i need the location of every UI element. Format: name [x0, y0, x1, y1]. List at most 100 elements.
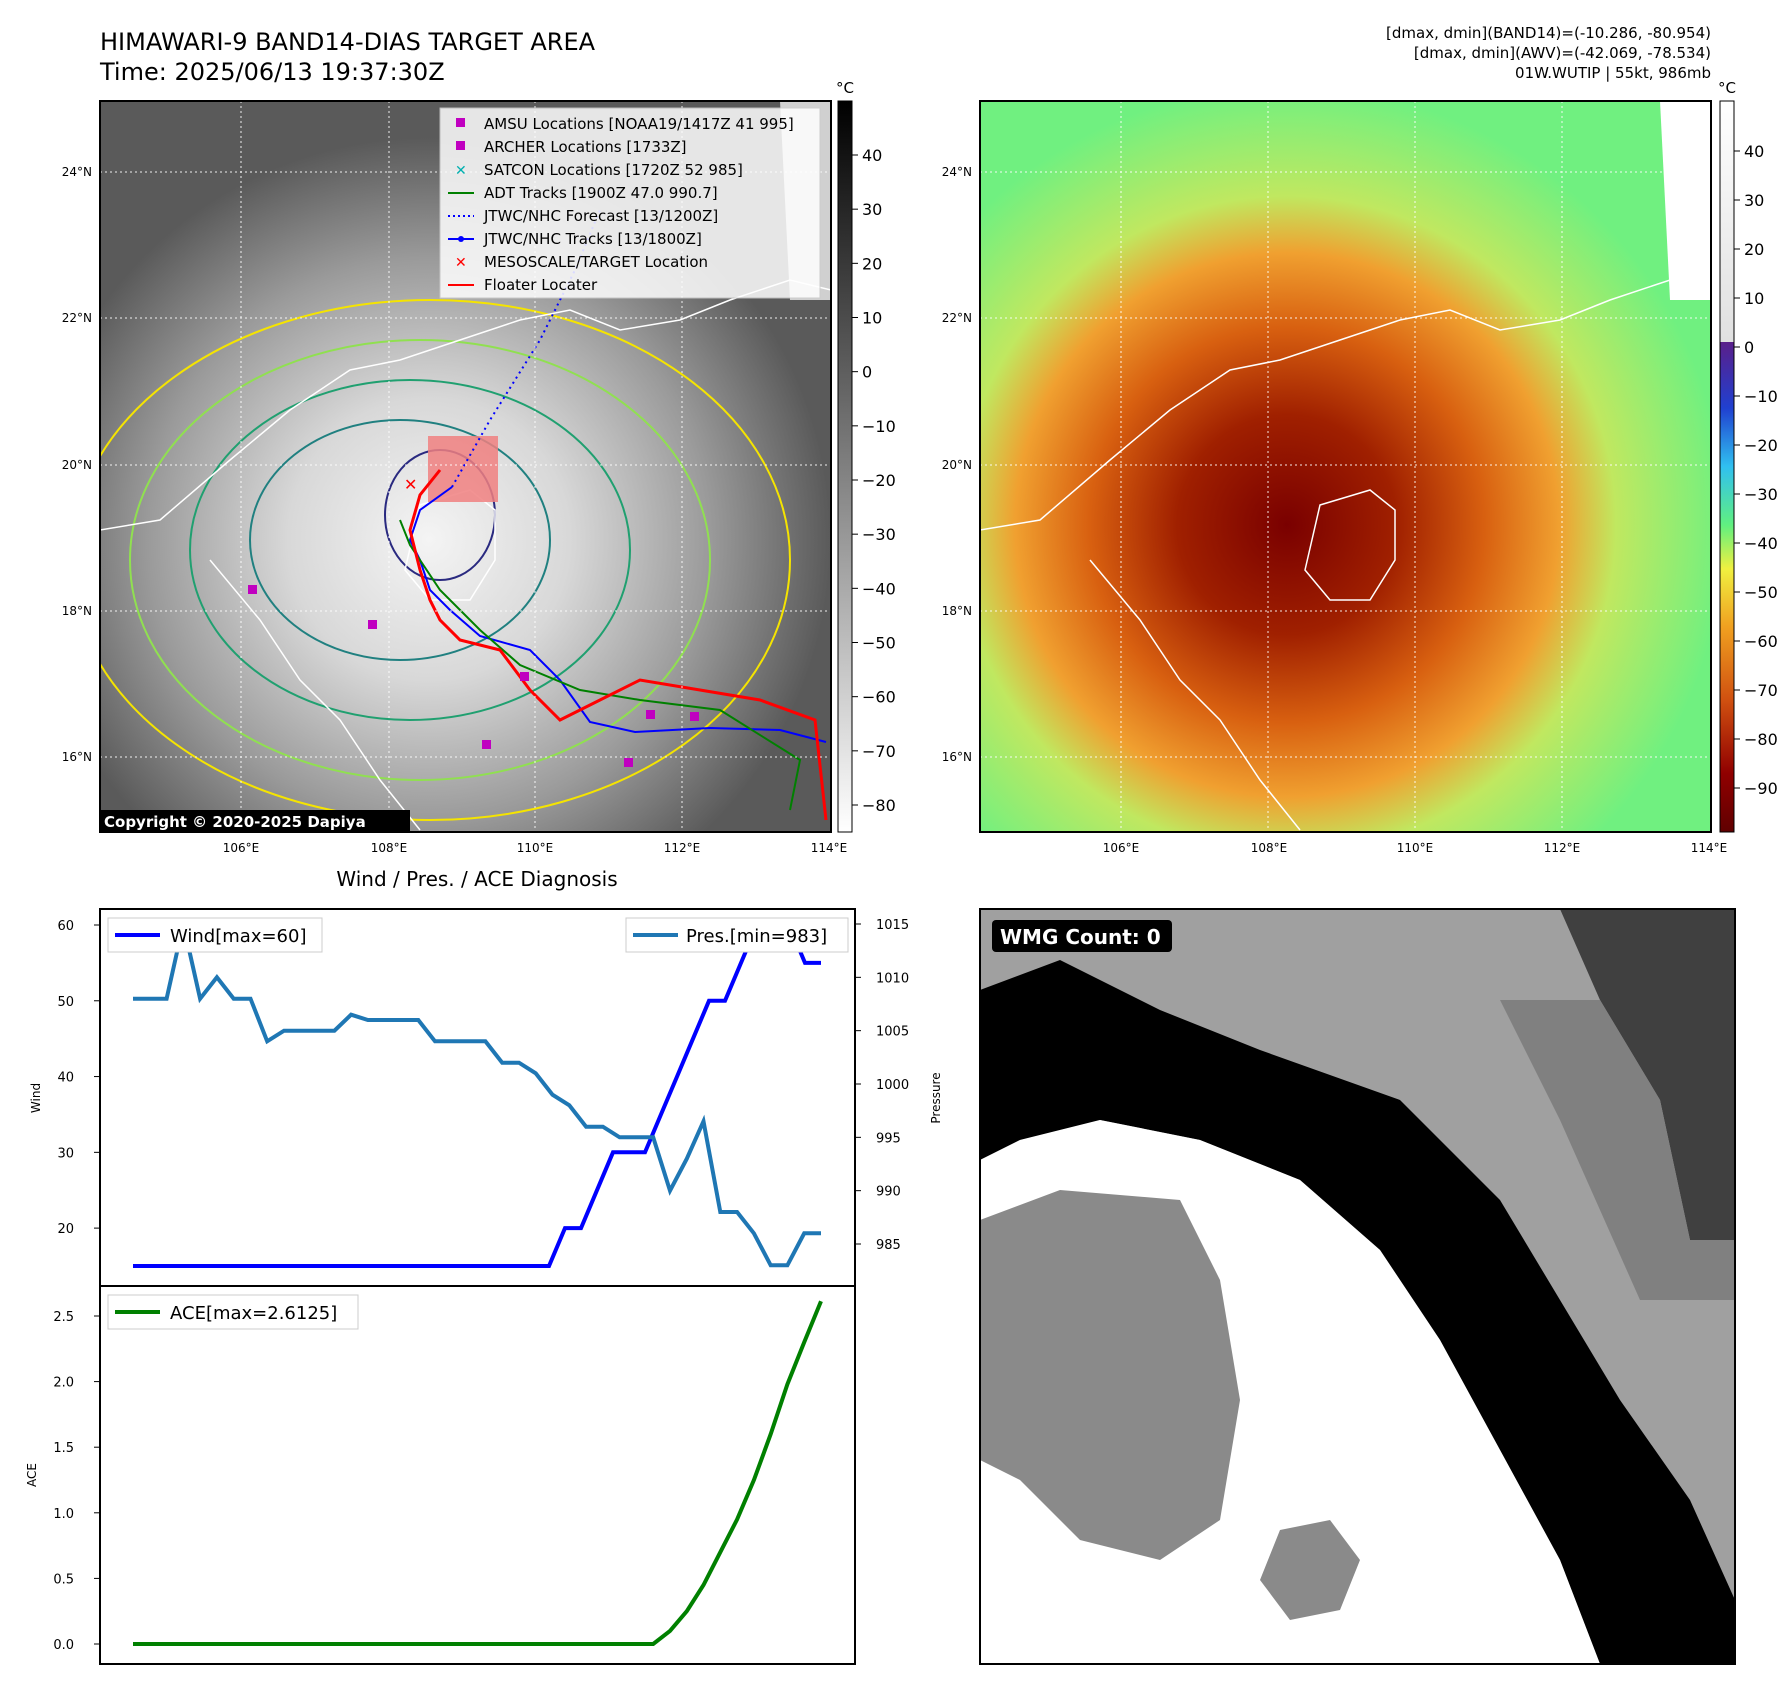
ir-colorbar-tick-label: −70	[862, 742, 896, 761]
pressure-axis-label: Pressure	[929, 1072, 943, 1123]
pres-tick-label: 1015	[876, 918, 909, 933]
ace-tick-label: 0.0	[53, 1638, 74, 1653]
wind-legend-label: Wind[max=60]	[170, 926, 307, 947]
copyright-text: Copyright © 2020-2025 Dapiya	[104, 813, 366, 831]
figure-time: Time: 2025/06/13 19:37:30Z	[99, 58, 445, 86]
legend-label: ARCHER Locations [1733Z]	[484, 138, 687, 156]
wmg-count-label: WMG Count: 0	[1000, 925, 1161, 949]
wind-tick-label: 60	[57, 919, 74, 934]
ace-tick-label: 2.5	[53, 1310, 74, 1325]
target-marker: ✕	[404, 475, 417, 494]
legend-item: JTWC/NHC Forecast [13/1200Z]	[448, 207, 718, 225]
ace-tick-label: 1.5	[53, 1441, 74, 1456]
lon-tick-label: 106°E	[223, 841, 260, 855]
wmg-count-box: WMG Count: 0	[992, 920, 1172, 952]
ir-colorbar-tick-label: −50	[862, 634, 896, 653]
ace-tick-label: 1.0	[53, 1507, 74, 1522]
pres-tick-label: 985	[876, 1238, 901, 1253]
wind-tick-label: 20	[57, 1222, 74, 1237]
lon-tick-label: 112°E	[1544, 841, 1581, 855]
awv-map-panel	[980, 101, 1711, 832]
awv-map-frame	[979, 100, 1712, 833]
awv-colorbar-tick-label: −30	[1744, 485, 1778, 504]
jtwc-track-line	[408, 486, 827, 743]
awv-colorbar-tick-label: 30	[1744, 191, 1764, 210]
ace-legend-label: ACE[max=2.6125]	[170, 1303, 337, 1324]
wind-tick-label: 30	[57, 1146, 74, 1161]
ir-colorbar-tick-label: −10	[862, 417, 896, 436]
lon-tick-label: 112°E	[664, 841, 701, 855]
storm-info: 01W.WUTIP | 55kt, 986mb	[1515, 64, 1711, 82]
ir-colorbar-tick-label: −60	[862, 688, 896, 707]
awv-colorbar-tick-label: 20	[1744, 240, 1764, 259]
figure-title: HIMAWARI-9 BAND14-DIAS TARGET AREA	[100, 28, 596, 56]
wind-legend: Wind[max=60]	[107, 917, 323, 953]
legend-item: JTWC/NHC Tracks [13/1800Z]	[448, 230, 702, 248]
awv-colorbar-tick-label: 40	[1744, 142, 1764, 161]
ir-colorbar-tick-label: 10	[862, 309, 882, 328]
wmg-frame	[979, 908, 1736, 1665]
legend-item: Floater Locater	[448, 276, 598, 294]
lon-tick-label: 108°E	[371, 841, 408, 855]
lat-tick-label: 22°N	[942, 311, 972, 325]
ace-tick-label: 2.0	[53, 1376, 74, 1391]
ace-tick-label: 0.5	[53, 1572, 74, 1587]
legend-label: JTWC/NHC Forecast [13/1200Z]	[483, 207, 718, 225]
awv-colorbar-tick-label: −50	[1744, 583, 1778, 602]
lat-tick-label: 18°N	[942, 604, 972, 618]
legend-label: ADT Tracks [1900Z 47.0 990.7]	[484, 184, 718, 202]
ace-axis-label: ACE	[25, 1463, 39, 1487]
wind-tick-label: 40	[57, 1071, 74, 1086]
ir-map-frame	[99, 100, 832, 833]
awv-cloud-field	[980, 101, 1711, 832]
stats-awv: [dmax, dmin](AWV)=(-42.069, -78.534)	[1414, 44, 1711, 62]
pres-tick-label: 1010	[876, 971, 909, 986]
diag-title: Wind / Pres. / ACE Diagnosis	[336, 867, 617, 891]
awv-colorbar-tick-label: −80	[1744, 730, 1778, 749]
lon-tick-label: 110°E	[1397, 841, 1434, 855]
lat-tick-label: 20°N	[62, 458, 92, 472]
ir-colorbar-tick-label: −30	[862, 525, 896, 544]
ir-colorbar-tick-label: −40	[862, 579, 896, 598]
floater-box	[428, 436, 498, 502]
legend-marker-square	[456, 141, 465, 150]
awv-colorbar-tick-label: −60	[1744, 632, 1778, 651]
archer-marker	[482, 740, 491, 749]
wmg-gray-spot	[1260, 1520, 1360, 1620]
lon-tick-label: 110°E	[517, 841, 554, 855]
legend-item: ARCHER Locations [1733Z]	[456, 138, 687, 156]
wind-tick-label: 50	[57, 995, 74, 1010]
lon-tick-label: 114°E	[1691, 841, 1728, 855]
wmg-gray-core	[980, 1190, 1240, 1560]
ace-axes	[99, 1285, 856, 1665]
lat-tick-label: 24°N	[62, 165, 92, 179]
legend-marker-square	[456, 118, 465, 127]
ir-colorbar-tick-label: 40	[862, 146, 882, 165]
legend-item: ✕ MESOSCALE/TARGET Location	[455, 253, 708, 271]
legend-label: Floater Locater	[484, 276, 598, 294]
legend-label: MESOSCALE/TARGET Location	[484, 253, 708, 271]
ace-legend: ACE[max=2.6125]	[107, 1294, 359, 1330]
adt-track-line	[399, 519, 802, 811]
archer-marker	[646, 710, 655, 719]
pres-tick-label: 995	[876, 1131, 901, 1146]
pressure-series-line	[133, 923, 821, 1268]
archer-marker	[624, 758, 633, 767]
stats-band14: [dmax, dmin](BAND14)=(-10.286, -80.954)	[1386, 24, 1711, 42]
archer-marker	[520, 672, 529, 681]
awv-colorbar-tick-label: 10	[1744, 289, 1764, 308]
awv-colorbar-tick-label: −10	[1744, 387, 1778, 406]
pres-tick-label: 1005	[876, 1025, 909, 1040]
lat-tick-label: 22°N	[62, 311, 92, 325]
legend-marker-x: ✕	[455, 163, 467, 179]
map-legend: AMSU Locations [NOAA19/1417Z 41 995] ARCH…	[439, 107, 821, 299]
lat-tick-label: 16°N	[942, 750, 972, 764]
ir-colorbar-tick-label: −20	[862, 471, 896, 490]
ir-colorbar-tick-label: 20	[862, 254, 882, 273]
floater-locater-line	[408, 469, 828, 821]
legend-marker-x: ✕	[455, 255, 467, 271]
legend-marker-dot	[458, 236, 464, 242]
contour-green	[189, 379, 631, 721]
legend-item: AMSU Locations [NOAA19/1417Z 41 995]	[456, 115, 794, 133]
